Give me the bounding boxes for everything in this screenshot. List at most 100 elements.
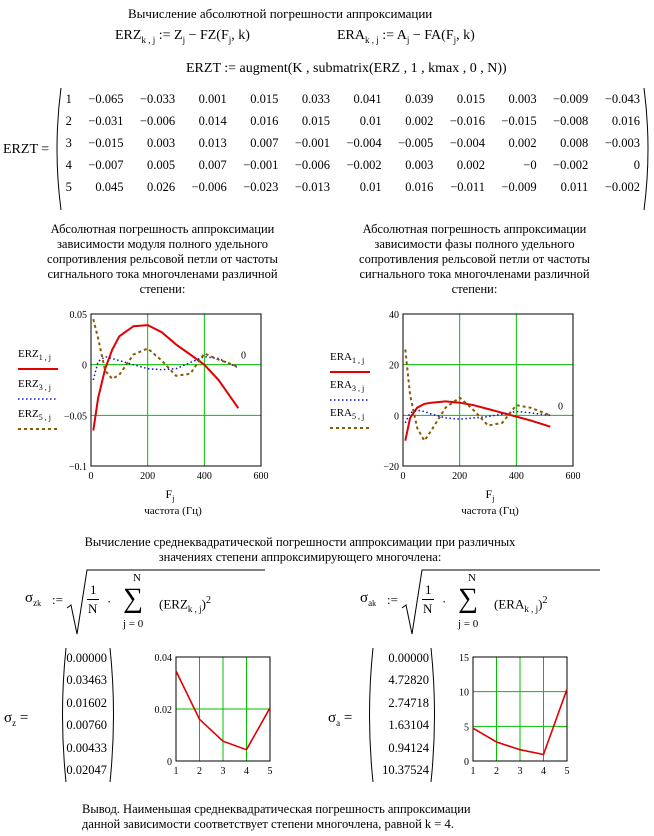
matrix-cell: 0.011 <box>560 180 589 194</box>
matrix-cell: 5 <box>65 180 72 194</box>
matrix-cell: 0.033 <box>301 92 331 106</box>
matrix-cell: 0.015 <box>301 114 331 128</box>
x-tick-label: 600 <box>254 471 269 482</box>
sigma-z-formula: σzk := 1 N · N ∑ j = 0 (ERZk , j)2 <box>25 568 325 638</box>
legend-label: ERZ1 , j <box>18 348 51 362</box>
plot-frame <box>90 313 262 467</box>
section-heading: Вычисление абсолютной погрешности аппрок… <box>128 6 433 21</box>
matrix-cell: −0.015 <box>88 136 124 150</box>
y-tick-label: 20 <box>389 361 399 372</box>
matrix-cell: 0.041 <box>353 92 382 106</box>
matrix-cell: 3 <box>65 136 72 150</box>
y-tick-label: 10 <box>459 688 469 699</box>
x-axis-label: Fj <box>486 487 495 503</box>
y-tick-label: 0 <box>82 361 87 372</box>
era-rhs-c: , k) <box>456 28 475 43</box>
x-tick-label: 2 <box>197 766 202 775</box>
matrix-row: 3 −0.015 0.003 0.013 0.007 −0.001 −0.004 −0.005… <box>58 133 640 155</box>
matrix-cell: 0.013 <box>198 136 227 150</box>
caption-modulus: Абсолютная погрешность аппроксимации зави… <box>47 222 278 296</box>
zero-marker: 0 <box>241 351 246 362</box>
matrix-cell: −0.009 <box>501 180 537 194</box>
series-line <box>472 688 568 756</box>
legend-label: ERA3 , j <box>330 379 364 393</box>
legend-label: ERZ3 , j <box>18 378 51 392</box>
matrix-cell: −0.033 <box>139 92 176 106</box>
caption-phase: Абсолютная погрешность аппроксимации зави… <box>359 222 590 296</box>
matrix-cell: −0.023 <box>243 180 279 194</box>
sigma-a-label: σa = <box>328 710 353 729</box>
y-tick-label: −20 <box>383 462 399 473</box>
sigma-a-brackets <box>369 647 435 783</box>
matrix-cell: −0.002 <box>553 158 589 172</box>
vector-element: 1.63104 <box>388 718 429 733</box>
x-axis-label: Fj <box>166 487 175 503</box>
matrix-cell: 0.016 <box>250 114 279 128</box>
x-tick-label: 600 <box>566 471 581 482</box>
vector-element: 2.74718 <box>388 695 429 710</box>
matrix-cell: 4 <box>65 158 72 172</box>
matrix-cell: −0.003 <box>604 136 640 150</box>
matrix-label: ERZT = <box>3 142 50 157</box>
vector-element: 0.94124 <box>388 740 429 755</box>
x-tick-label: 0 <box>89 471 94 482</box>
matrix-cell: 0.01 <box>359 180 382 194</box>
era-index: k , j <box>365 34 379 45</box>
matrix-cell: 0.003 <box>146 136 176 150</box>
sigma-a-plot: 15 10 5 01 2 3 4 5 <box>459 653 570 775</box>
x-tick-label: 1 <box>471 766 476 775</box>
y-tick-label: 0.02 <box>155 705 173 716</box>
vector-element: 0.00000 <box>66 651 107 665</box>
erz-rhs-b: − FZ(F <box>188 28 229 43</box>
vector-element: 0.00433 <box>66 740 107 755</box>
legend-label: ERA5 , j <box>330 407 364 421</box>
matrix-cell: 0.003 <box>405 158 434 172</box>
series-line <box>404 409 551 424</box>
y-tick-label: 40 <box>389 310 399 321</box>
matrix-cell: 0.007 <box>198 158 227 172</box>
matrix-cell: −0.007 <box>88 158 124 172</box>
matrix-cell: −0.001 <box>294 136 331 150</box>
erz-symbol: ERZ <box>115 28 142 43</box>
matrix-cell: −0.009 <box>553 92 589 106</box>
y-tick-label: 0 <box>464 757 469 768</box>
matrix-cell: −0.008 <box>553 114 589 128</box>
matrix-cell: 0.007 <box>250 136 279 150</box>
y-tick-label: 5 <box>464 722 469 733</box>
matrix-cell: −0 <box>523 158 537 172</box>
x-axis-units: частота (Гц) <box>461 505 519 517</box>
x-tick-label: 0 <box>401 471 406 482</box>
erz-rhs-sub1: j <box>182 34 186 45</box>
y-tick-label: 0.04 <box>155 653 173 664</box>
erz-rhs-c: , k) <box>231 28 250 43</box>
gridlines <box>91 314 261 466</box>
matrix-row: 1 −0.065 −0.033 0.001 0.015 0.033 0.041 0.039 0.… <box>58 89 640 111</box>
matrix-cell: −0.043 <box>604 92 640 106</box>
series-line <box>404 349 551 443</box>
matrix-row: 4 −0.007 0.005 0.007 −0.001 −0.006 −0.002 0.003… <box>58 155 640 177</box>
era-rhs-b: − FA(F <box>412 28 454 43</box>
x-tick-label: 200 <box>140 471 155 482</box>
matrix-row: 5 0.045 0.026 −0.006 −0.023 −0.013 0.01 0.016 −0… <box>58 177 640 199</box>
legend-label: ERA1 , j <box>330 351 364 365</box>
erz-index: k , j <box>141 34 156 45</box>
matrix-cell: −0.015 <box>501 114 537 128</box>
matrix-cell: 0.015 <box>250 92 279 106</box>
erzt-matrix: 1 −0.065 −0.033 0.001 0.015 0.033 0.041 0.039 0.… <box>58 89 640 199</box>
x-tick-label: 400 <box>509 471 524 482</box>
y-tick-label: 0 <box>167 757 172 768</box>
matrix-cell: 0.016 <box>405 180 434 194</box>
matrix-cell: 0.045 <box>95 180 124 194</box>
matrix-cell: 1 <box>65 92 72 106</box>
y-tick-label: −0.05 <box>64 411 87 422</box>
series-line <box>404 400 551 441</box>
erz-rhs-sub2: j <box>228 34 232 45</box>
zero-marker: 0 <box>558 401 563 412</box>
erz-rhs-a: := Z <box>158 28 183 43</box>
x-tick-label: 200 <box>452 471 467 482</box>
matrix-cell: 0.039 <box>405 92 434 106</box>
series-line <box>92 324 240 431</box>
matrix-cell: −0.001 <box>243 158 279 172</box>
